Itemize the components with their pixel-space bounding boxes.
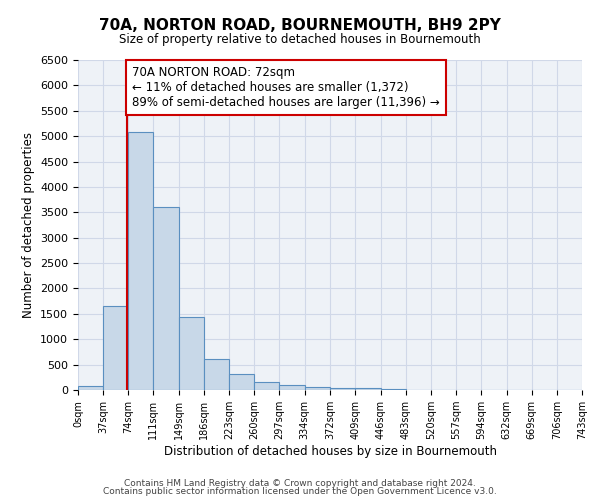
Bar — [331, 388, 355, 390]
Bar — [103, 306, 128, 390]
Bar — [305, 387, 331, 390]
Text: 70A, NORTON ROAD, BOURNEMOUTH, BH9 2PY: 70A, NORTON ROAD, BOURNEMOUTH, BH9 2PY — [99, 18, 501, 32]
Y-axis label: Number of detached properties: Number of detached properties — [22, 132, 35, 318]
Bar — [153, 207, 179, 390]
Bar — [280, 385, 305, 390]
Text: Size of property relative to detached houses in Bournemouth: Size of property relative to detached ho… — [119, 32, 481, 46]
Bar — [355, 388, 380, 390]
Bar — [78, 386, 103, 390]
Text: Contains public sector information licensed under the Open Government Licence v3: Contains public sector information licen… — [103, 487, 497, 496]
Bar — [179, 318, 204, 390]
Bar — [128, 132, 153, 390]
Bar — [229, 374, 254, 390]
X-axis label: Distribution of detached houses by size in Bournemouth: Distribution of detached houses by size … — [163, 445, 497, 458]
Bar — [204, 358, 229, 390]
Text: Contains HM Land Registry data © Crown copyright and database right 2024.: Contains HM Land Registry data © Crown c… — [124, 478, 476, 488]
Bar — [380, 389, 406, 390]
Text: 70A NORTON ROAD: 72sqm
← 11% of detached houses are smaller (1,372)
89% of semi-: 70A NORTON ROAD: 72sqm ← 11% of detached… — [132, 66, 440, 109]
Bar — [254, 382, 280, 390]
